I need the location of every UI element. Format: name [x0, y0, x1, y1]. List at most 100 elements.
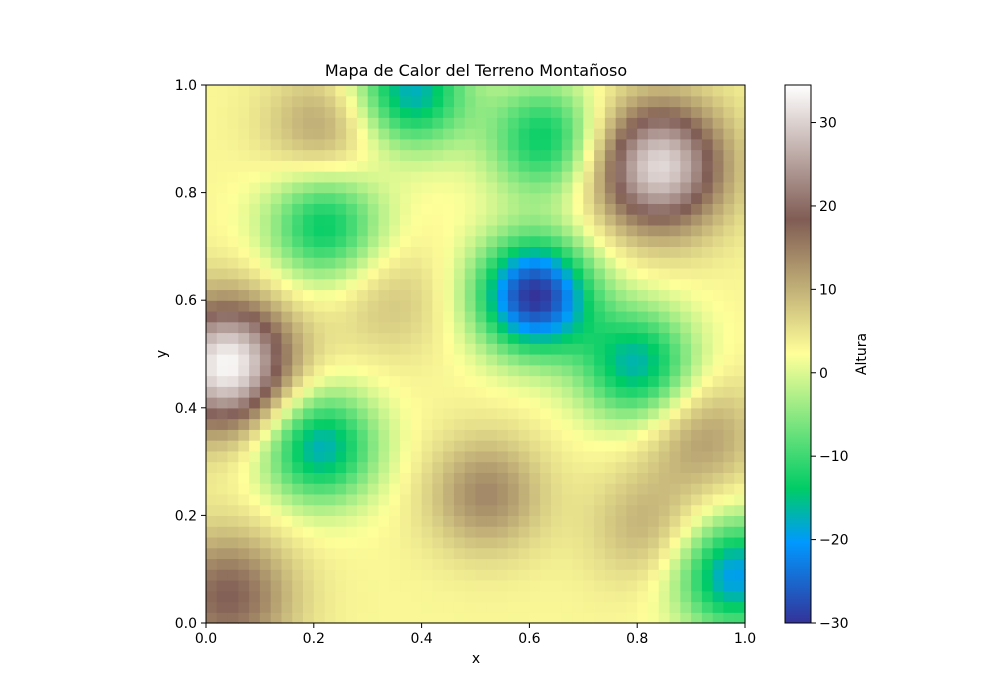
heatmap-cell [410, 310, 423, 323]
heatmap-cell [227, 160, 239, 172]
heatmap-cell [604, 483, 617, 495]
heatmap-cell [443, 386, 455, 398]
heatmap-cell [270, 138, 283, 151]
heatmap-cell [529, 171, 541, 183]
heatmap-cell [540, 192, 552, 204]
heatmap-cell [691, 332, 703, 344]
heatmap-cell [313, 192, 326, 204]
heatmap-cell [583, 450, 595, 463]
heatmap-cell [410, 214, 423, 226]
heatmap-cell [712, 386, 725, 398]
heatmap-cell [497, 450, 509, 463]
heatmap-cell [626, 246, 638, 258]
heatmap-cell [637, 257, 649, 269]
heatmap-cell [227, 547, 239, 560]
heatmap-cell [281, 224, 293, 237]
heatmap-cell [691, 214, 703, 226]
heatmap-cell [303, 601, 315, 613]
heatmap-cell [680, 192, 692, 204]
heatmap-cell [561, 106, 574, 118]
heatmap-cell [410, 224, 423, 237]
heatmap-cell [421, 171, 433, 183]
heatmap-cell [400, 332, 412, 344]
heatmap-cell [604, 332, 617, 344]
heatmap-cell [389, 440, 401, 452]
heatmap-cell [658, 386, 671, 398]
heatmap-cell [410, 246, 423, 258]
heatmap-cell [356, 332, 369, 344]
heatmap-cell [561, 321, 574, 334]
heatmap-cell [475, 343, 487, 355]
heatmap-cell [615, 235, 628, 247]
heatmap-cell [615, 450, 628, 463]
heatmap-cell [281, 278, 293, 291]
heatmap-cell [691, 192, 703, 204]
heatmap-cell [497, 95, 509, 108]
heatmap-cell [216, 386, 229, 398]
heatmap-cell [637, 278, 649, 291]
heatmap-cell [701, 397, 714, 409]
heatmap-cell [206, 224, 218, 237]
heatmap-cell [410, 106, 423, 118]
heatmap-cell [734, 354, 746, 366]
heatmap-cell [324, 483, 336, 495]
heatmap-cell [475, 418, 487, 430]
heatmap-cell [680, 224, 692, 237]
heatmap-cell [637, 300, 649, 312]
heatmap-cell [626, 95, 638, 108]
heatmap-cell [400, 440, 412, 452]
heatmap-cell [529, 407, 541, 420]
heatmap-cell [604, 310, 617, 323]
heatmap-cell [518, 418, 530, 430]
heatmap-cell [432, 569, 444, 581]
heatmap-cell [626, 106, 638, 118]
heatmap-cell [626, 181, 638, 194]
heatmap-cell [281, 181, 293, 194]
heatmap-cell [410, 149, 423, 161]
heatmap-cell [594, 235, 606, 247]
heatmap-cell [583, 590, 595, 603]
heatmap-cell [701, 128, 714, 140]
heatmap-cell [292, 160, 304, 172]
heatmap-cell [216, 343, 229, 355]
heatmap-cell [410, 300, 423, 312]
heatmap-cell [658, 85, 671, 97]
heatmap-cell [281, 235, 293, 247]
heatmap-cell [701, 192, 714, 204]
heatmap-cell [507, 504, 520, 516]
heatmap-cell [367, 235, 380, 247]
heatmap-cell [583, 558, 595, 570]
heatmap-cell [723, 612, 735, 624]
heatmap-cell [367, 601, 380, 613]
heatmap-cell [723, 332, 735, 344]
heatmap-cell [216, 569, 229, 581]
heatmap-cell [356, 171, 369, 183]
heatmap-cell [453, 181, 466, 194]
heatmap-cell [324, 601, 336, 613]
heatmap-cell [572, 375, 584, 387]
heatmap-cell [292, 547, 304, 560]
heatmap-cell [464, 310, 477, 323]
chart-title: Mapa de Calor del Terreno Montañoso [325, 61, 627, 80]
heatmap-cell [550, 138, 563, 151]
heatmap-cell [594, 149, 606, 161]
heatmap-cell [550, 386, 563, 398]
heatmap-cell [227, 386, 239, 398]
heatmap-cell [453, 386, 466, 398]
heatmap-cell [324, 214, 336, 226]
heatmap-cell [281, 375, 293, 387]
heatmap-cell [378, 418, 390, 430]
heatmap-cell [335, 181, 347, 194]
heatmap-cell [529, 214, 541, 226]
heatmap-cell [594, 579, 606, 592]
heatmap-cell [400, 526, 412, 538]
heatmap-cell [647, 171, 660, 183]
heatmap-cell [507, 332, 520, 344]
heatmap-cell [712, 181, 725, 194]
heatmap-cell [313, 601, 326, 613]
heatmap-cell [701, 106, 714, 118]
heatmap-cell [421, 138, 433, 151]
heatmap-cell [238, 171, 250, 183]
heatmap-cell [227, 558, 239, 570]
heatmap-cell [486, 429, 498, 441]
